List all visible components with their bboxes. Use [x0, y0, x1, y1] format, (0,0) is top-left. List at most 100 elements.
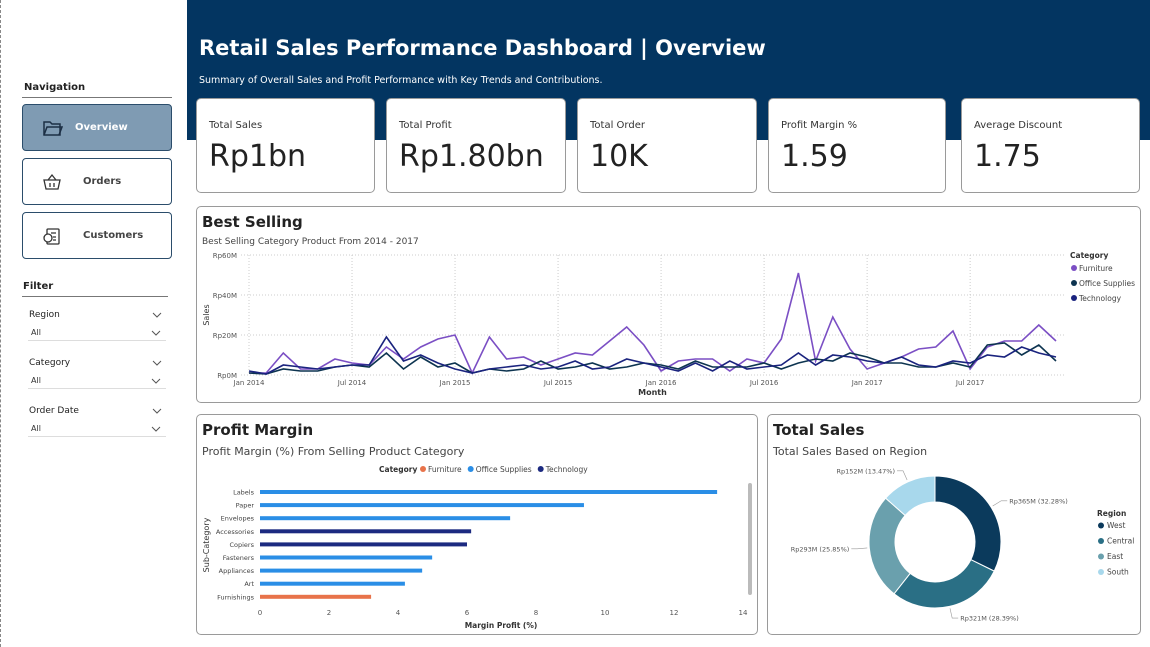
- x-tick-label: 10: [601, 609, 610, 617]
- legend-marker: [1071, 280, 1077, 286]
- filter-dropdown[interactable]: All: [28, 325, 166, 341]
- kpi-card: Total Profit Rp1.80bn: [386, 98, 566, 193]
- nav-label: Customers: [83, 230, 144, 241]
- bar: [260, 542, 467, 547]
- legend-marker: [1098, 569, 1104, 575]
- chart-title: Profit Margin: [202, 421, 313, 439]
- kpi-label: Profit Margin %: [781, 120, 858, 131]
- card: Total Sales Total Sales Based on Region Rp…: [767, 414, 1141, 635]
- kpi-label: Total Sales: [209, 120, 263, 131]
- chart-subtitle: Best Selling Category Product From 2014 …: [202, 237, 419, 247]
- filter-title: Filter: [23, 281, 54, 292]
- leader-line: [897, 470, 908, 481]
- page-subtitle: Summary of Overall Sales and Profit Perf…: [199, 75, 603, 86]
- bar: [260, 555, 433, 560]
- x-tick-label: Jul 2016: [749, 379, 779, 387]
- y-axis-label: Sales: [202, 304, 211, 325]
- leader-line: [851, 547, 868, 550]
- legend-marker: [537, 466, 544, 472]
- y-tick-label: Fasteners: [223, 554, 255, 562]
- legend-title: Region: [1097, 509, 1126, 518]
- bar: [260, 529, 472, 534]
- divider: [22, 97, 172, 98]
- chart-title: Total Sales: [773, 421, 864, 439]
- x-tick-label: Jul 2014: [337, 379, 367, 387]
- data-label: Rp152M (13.47%): [836, 467, 895, 475]
- x-tick-label: 2: [327, 609, 331, 617]
- chevron-path: [152, 312, 162, 318]
- chevron-path: [151, 426, 161, 432]
- kpi-label: Average Discount: [974, 120, 1063, 131]
- chevron: [151, 378, 161, 384]
- scrollbar[interactable]: [748, 483, 752, 595]
- series-line: [248, 342, 1057, 375]
- legend-marker: [467, 466, 474, 472]
- filter-label: Order Date: [29, 406, 79, 416]
- bar: [260, 516, 511, 521]
- divider: [22, 296, 168, 297]
- x-tick-label: Jul 2015: [543, 379, 573, 387]
- nav-button[interactable]: Customers: [22, 212, 172, 259]
- legend-title: Category: [1070, 251, 1108, 260]
- series-line: [248, 335, 1057, 375]
- legend-label: Furniture: [1079, 264, 1113, 273]
- x-axis-label: Month: [638, 388, 667, 397]
- legend-label: Technology: [1078, 294, 1122, 303]
- legend-label: Office Supplies: [476, 465, 532, 474]
- data-label: Rp321M (28.39%): [960, 615, 1019, 623]
- filter-label: Category: [29, 358, 71, 368]
- legend-marker: [1071, 265, 1077, 271]
- y-tick-label: Labels: [233, 489, 255, 497]
- y-axis-label: Sub-Category: [202, 517, 211, 572]
- y-tick-label: Appliances: [219, 567, 255, 575]
- legend-label: Technology: [545, 465, 589, 474]
- legend-title: Category: [379, 465, 417, 474]
- chevron: [152, 312, 162, 318]
- chart-subtitle: Total Sales Based on Region: [772, 445, 927, 458]
- leader-line: [949, 608, 959, 619]
- y-tick-label: Rp40M: [213, 292, 237, 300]
- kpi-card: Total Order 10K: [577, 98, 757, 193]
- kpi-value: Rp1.80bn: [399, 139, 544, 174]
- bar: [260, 594, 372, 599]
- legend-marker: [1098, 538, 1104, 544]
- x-axis-label: Margin Profit (%): [465, 621, 538, 630]
- x-tick-label: 4: [396, 609, 401, 617]
- x-tick-label: 0: [258, 609, 262, 617]
- chevron: [151, 330, 161, 336]
- folder-icon: [43, 121, 63, 136]
- nav-title: Navigation: [24, 82, 86, 93]
- legend-label: Central: [1107, 537, 1134, 546]
- y-tick-label: Rp60M: [213, 252, 237, 260]
- chevron: [152, 408, 162, 414]
- nav-button[interactable]: Overview: [22, 104, 172, 151]
- bar: [260, 503, 584, 508]
- filter-dropdown[interactable]: All: [28, 373, 166, 389]
- bar: [260, 581, 405, 586]
- y-tick-label: Furnishings: [217, 593, 255, 601]
- x-tick-label: Jul 2017: [955, 379, 985, 387]
- bar: [260, 490, 718, 494]
- filter-dropdown[interactable]: All: [28, 421, 166, 437]
- x-tick-label: 14: [739, 609, 748, 617]
- legend-label: East: [1107, 552, 1123, 561]
- page-title: Retail Sales Performance Dashboard | Ove…: [199, 36, 766, 60]
- x-tick-label: 6: [465, 609, 470, 617]
- bar-chart: Profit Margin Profit Margin (%) From Sell…: [202, 421, 752, 630]
- legend-label: Office Supplies: [1079, 279, 1135, 288]
- filter-label: Region: [29, 310, 60, 320]
- chevron-path: [151, 330, 161, 336]
- chevron-path: [152, 360, 162, 366]
- x-tick-label: Jan 2014: [233, 379, 265, 387]
- chevron-path: [152, 408, 162, 414]
- series-line: [249, 272, 1057, 375]
- line-chart: Best Selling Best Selling Category Produc…: [202, 213, 1135, 397]
- donut-slice: [934, 475, 1002, 572]
- chevron: [152, 360, 162, 366]
- card: Best Selling Best Selling Category Produc…: [196, 206, 1141, 403]
- legend-label: West: [1107, 521, 1125, 530]
- nav-button[interactable]: Orders: [22, 158, 172, 205]
- kpi-value: 1.75: [974, 139, 1041, 174]
- kpi-card: Total Sales Rp1bn: [196, 98, 375, 193]
